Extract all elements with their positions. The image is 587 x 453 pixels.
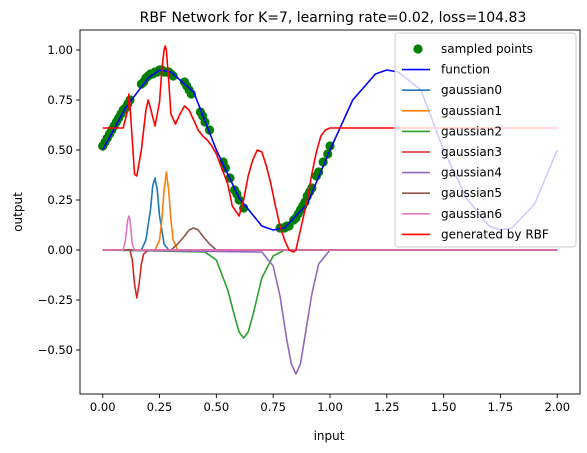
y-axis-label: output <box>11 192 25 232</box>
gaussian5-legend-label: gaussian5 <box>441 186 502 200</box>
x-tick-label: 1.25 <box>374 400 400 414</box>
gaussian4-line <box>102 249 558 375</box>
gaussian0-legend-label: gaussian0 <box>441 83 502 97</box>
gaussian5-line <box>102 227 558 251</box>
gaussian3-legend-label: gaussian3 <box>441 145 502 159</box>
x-tick-label: 0.25 <box>147 400 173 414</box>
gaussian1-line <box>102 171 558 251</box>
generated-by-rbf-legend-label: generated by RBF <box>441 227 549 241</box>
y-tick-label: 0.00 <box>47 243 73 257</box>
y-tick-label: 1.00 <box>47 43 73 57</box>
sampled-points-point <box>168 71 178 81</box>
y-tick-label: −0.25 <box>38 293 73 307</box>
x-tick-label: 1.00 <box>317 400 343 414</box>
y-tick-label: −0.50 <box>38 343 73 357</box>
x-tick-label: 1.50 <box>431 400 457 414</box>
sampled-points-point <box>234 195 244 205</box>
gaussian4-legend-label: gaussian4 <box>441 166 502 180</box>
gaussian6-line <box>102 215 558 251</box>
x-axis: 0.00 0.25 0.50 0.75 1.00 1.25 1.50 1.75 2.00 <box>90 394 570 414</box>
gaussian0-line <box>102 177 558 251</box>
y-tick-label: 0.25 <box>47 193 73 207</box>
x-tick-label: 0.50 <box>204 400 230 414</box>
sampled-points-legend-marker <box>413 44 423 54</box>
x-axis-label: input <box>314 429 345 443</box>
generated-by-rbf-line <box>102 45 558 253</box>
sampled-points-legend-label: sampled points <box>441 42 533 56</box>
gaussian3-line <box>102 249 558 299</box>
legend-box <box>394 32 577 248</box>
x-tick-label: 0.00 <box>90 400 116 414</box>
gaussian6-legend-label: gaussian6 <box>441 207 502 221</box>
y-axis: −0.50 −0.25 0.00 0.25 0.50 0.75 1.00 <box>38 43 80 357</box>
legend: sampled points function gaussian0 gaussian1… <box>394 32 577 248</box>
gaussian2-legend-label: gaussian2 <box>441 124 502 138</box>
y-tick-label: 0.50 <box>47 143 73 157</box>
x-tick-label: 1.75 <box>488 400 514 414</box>
y-tick-label: 0.75 <box>47 93 73 107</box>
plot-area <box>98 45 559 375</box>
chart-title: RBF Network for K=7, learning rate=0.02,… <box>140 10 527 26</box>
function-legend-label: function <box>441 63 490 77</box>
gaussian2-line <box>102 249 558 339</box>
gaussian1-legend-label: gaussian1 <box>441 104 502 118</box>
x-tick-label: 0.75 <box>260 400 286 414</box>
x-tick-label: 2.00 <box>544 400 570 414</box>
